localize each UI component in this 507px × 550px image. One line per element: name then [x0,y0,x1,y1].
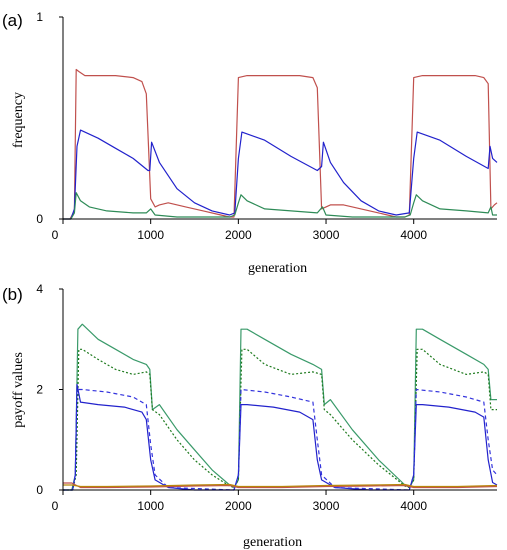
panel-a-series-line-0 [63,68,498,220]
panel-b-x-axis-title: generation [243,535,302,550]
panel-a-x-tick-label-0: 0 [52,228,59,242]
panel-a-y-tick-label-1: 1 [36,10,43,24]
panel-b-x-tick-label-4: 4000 [400,499,427,513]
panel-b-y-tick-label-0: 0 [36,483,43,497]
panel-a-x-axis-title: generation [248,261,307,276]
panel-a-series-line-1 [63,129,498,220]
panel-b-y-tick-label-1: 2 [36,383,43,397]
panel-b-y-axis-title: payoff values [11,352,26,428]
panel-b-series-line-4 [63,482,498,489]
panel-a-chart: (a) generation frequency 0 1000 2000 3000 40… [2,10,498,276]
panel-b-label: (b) [2,285,23,304]
panel-b-y-tick-label-2: 4 [36,282,43,296]
panel-a-x-tick-label-3: 3000 [313,228,340,242]
panel-a-series-line-2 [63,192,497,220]
panel-b-x-tick-label-0: 0 [52,499,59,513]
panel-b-x-tick-label-3: 3000 [313,499,340,513]
panel-b-series-line-5 [63,483,498,488]
panel-a-label: (a) [2,11,23,30]
panel-b-series-line-1 [63,348,497,491]
panel-a-x-tick-label-2: 2000 [225,228,252,242]
panel-b-series-line-3 [63,388,498,491]
panel-a-x-tick-label-4: 4000 [400,228,427,242]
panel-a-y-axis-title: frequency [11,92,26,148]
panel-b-series-line-2 [63,383,498,491]
panel-b-x-tick-label-2: 2000 [225,499,252,513]
panel-b-chart: (b) generation payoff values 0 1000 2000 30… [2,282,498,550]
panel-b-x-tick-label-1: 1000 [137,499,164,513]
panel-a-y-tick-label-0: 0 [36,212,43,226]
panel-b-series-line-0 [63,323,497,491]
panel-a-x-tick-label-1: 1000 [137,228,164,242]
